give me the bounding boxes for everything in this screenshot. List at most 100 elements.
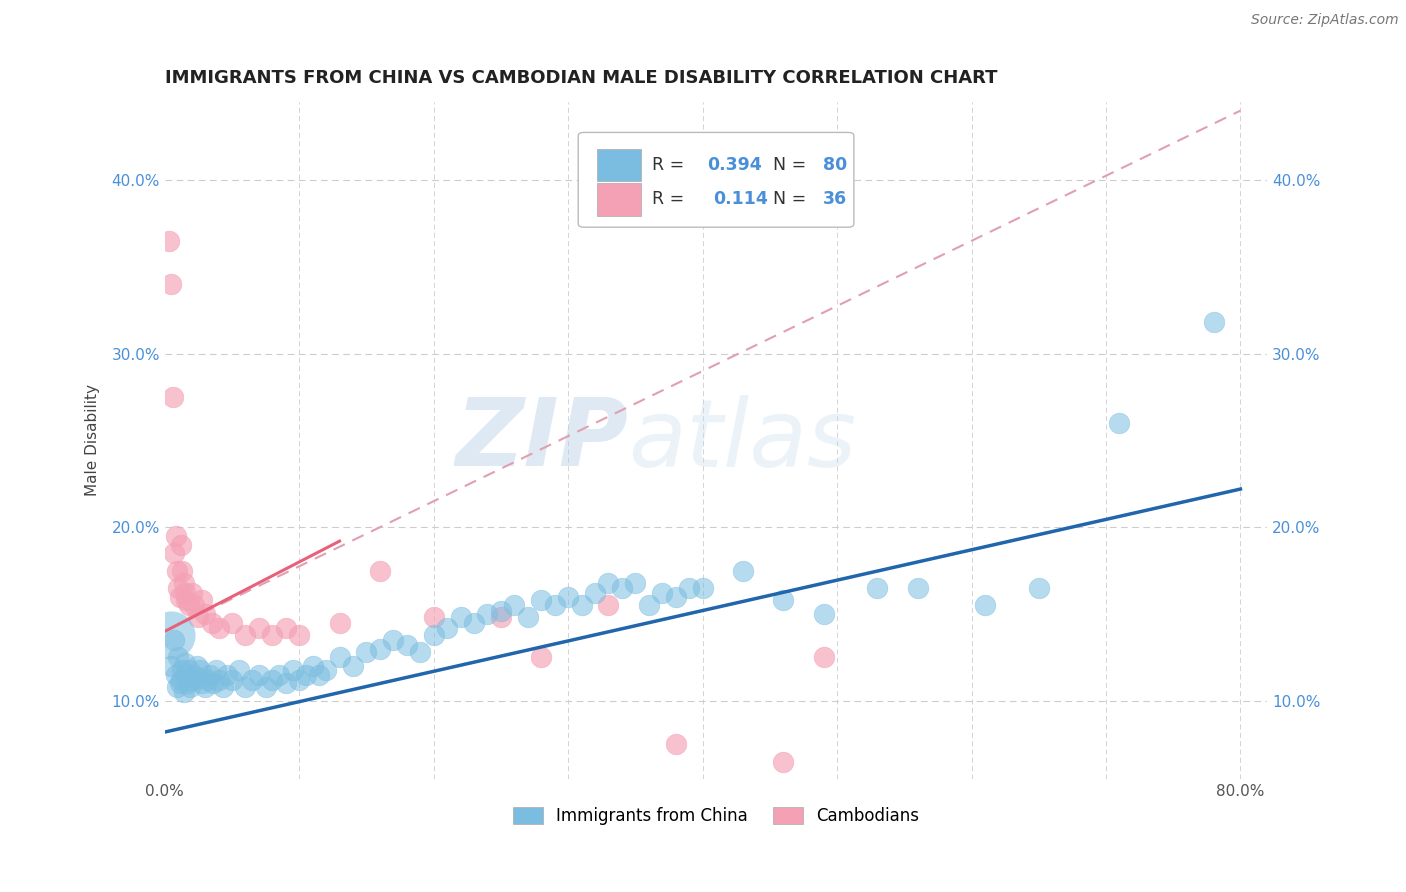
Point — [191, 676, 214, 690]
Point — [166, 564, 188, 578]
Point — [179, 680, 201, 694]
Point — [221, 615, 243, 630]
Point — [262, 628, 284, 642]
Point — [342, 659, 364, 673]
Point — [288, 673, 311, 687]
Point — [174, 593, 197, 607]
Point — [186, 659, 208, 673]
Point — [254, 680, 277, 694]
Point — [637, 599, 659, 613]
Point — [235, 680, 257, 694]
Point — [194, 680, 217, 694]
Text: 80: 80 — [823, 156, 848, 174]
Point — [866, 581, 889, 595]
Point — [157, 234, 180, 248]
Point — [169, 590, 191, 604]
Point — [207, 673, 229, 687]
Point — [177, 599, 200, 613]
Point — [191, 593, 214, 607]
Point — [201, 615, 224, 630]
Point — [162, 390, 184, 404]
Point — [368, 564, 391, 578]
Point — [160, 659, 183, 673]
Point — [183, 599, 205, 613]
Point — [329, 650, 352, 665]
Point — [167, 650, 190, 665]
Point — [174, 586, 197, 600]
Point — [183, 667, 205, 681]
Point — [176, 676, 198, 690]
Text: R =: R = — [652, 191, 696, 209]
Point — [436, 621, 458, 635]
Point — [301, 659, 323, 673]
Point — [813, 650, 835, 665]
Point — [395, 638, 418, 652]
Point — [205, 663, 228, 677]
Point — [188, 663, 211, 677]
Point — [530, 650, 553, 665]
Text: IMMIGRANTS FROM CHINA VS CAMBODIAN MALE DISABILITY CORRELATION CHART: IMMIGRANTS FROM CHINA VS CAMBODIAN MALE … — [165, 69, 997, 87]
Point — [169, 676, 191, 690]
Point — [274, 621, 297, 635]
FancyBboxPatch shape — [578, 132, 853, 227]
Point — [571, 599, 593, 613]
FancyBboxPatch shape — [598, 149, 641, 181]
Point — [187, 610, 209, 624]
Point — [207, 621, 229, 635]
Point — [422, 610, 444, 624]
Point — [1028, 581, 1050, 595]
Text: ZIP: ZIP — [456, 394, 628, 486]
Point — [165, 667, 187, 681]
Point — [772, 593, 794, 607]
Text: 36: 36 — [823, 191, 848, 209]
Point — [288, 628, 311, 642]
Point — [170, 538, 193, 552]
Point — [221, 673, 243, 687]
Point — [235, 628, 257, 642]
Point — [160, 628, 183, 642]
Point — [503, 599, 526, 613]
Point — [174, 667, 197, 681]
Point — [665, 737, 688, 751]
Point — [557, 590, 579, 604]
Point — [165, 529, 187, 543]
Y-axis label: Male Disability: Male Disability — [86, 384, 100, 497]
Point — [163, 546, 186, 560]
Point — [450, 610, 472, 624]
Point — [356, 645, 378, 659]
Point — [610, 581, 633, 595]
Point — [174, 656, 197, 670]
Text: 0.394: 0.394 — [707, 156, 762, 174]
Point — [813, 607, 835, 621]
Point — [167, 581, 190, 595]
Point — [295, 667, 318, 681]
Point — [281, 663, 304, 677]
Point — [197, 673, 219, 687]
Point — [477, 607, 499, 621]
Legend: Immigrants from China, Cambodians: Immigrants from China, Cambodians — [506, 800, 927, 831]
Text: R =: R = — [652, 156, 690, 174]
Point — [187, 671, 209, 685]
Point — [315, 663, 337, 677]
Point — [172, 663, 194, 677]
Point — [530, 593, 553, 607]
Point — [177, 663, 200, 677]
Point — [173, 685, 195, 699]
Point — [678, 581, 700, 595]
FancyBboxPatch shape — [598, 183, 641, 216]
Point — [624, 575, 647, 590]
Point — [651, 586, 673, 600]
Point — [329, 615, 352, 630]
Point — [1108, 416, 1130, 430]
Point — [163, 633, 186, 648]
Point — [368, 641, 391, 656]
Point — [202, 676, 225, 690]
Point — [166, 680, 188, 694]
Point — [544, 599, 567, 613]
Point — [598, 575, 620, 590]
Point — [772, 755, 794, 769]
Point — [489, 610, 512, 624]
Text: atlas: atlas — [628, 395, 856, 486]
Point — [274, 676, 297, 690]
Point — [160, 277, 183, 292]
